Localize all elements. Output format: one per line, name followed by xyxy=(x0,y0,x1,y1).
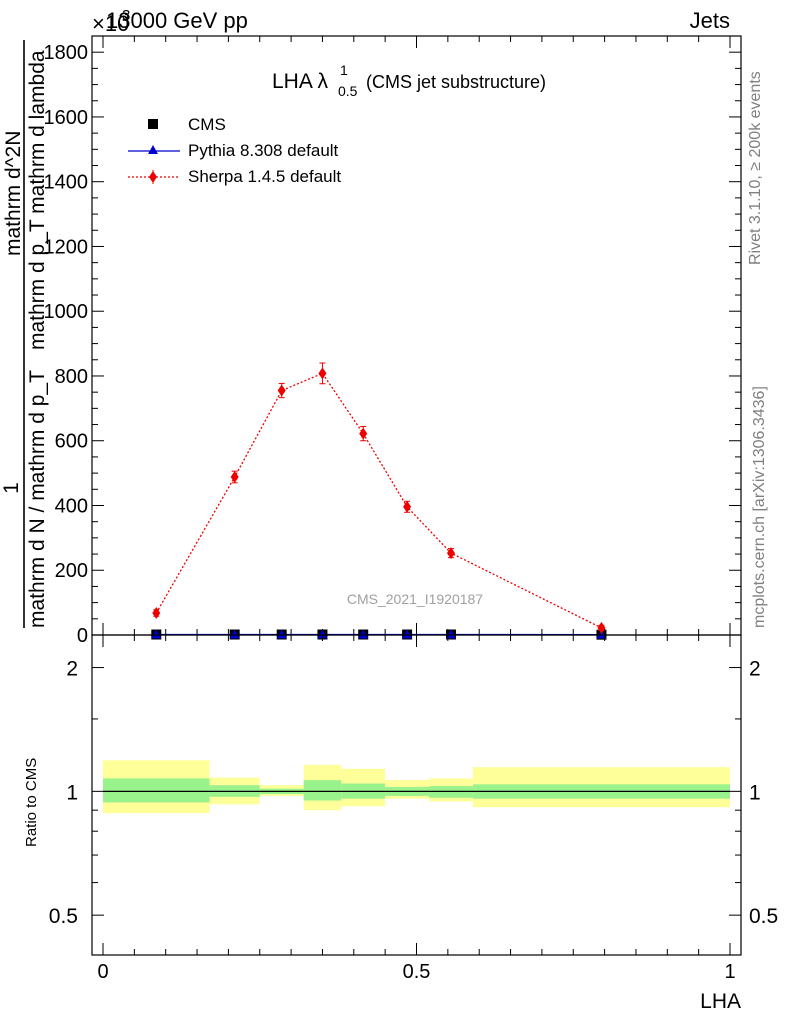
exponent-label: ×10 xyxy=(92,11,129,36)
x-axis-label: LHA xyxy=(700,990,741,1013)
analysis-watermark: CMS_2021_I1920187 xyxy=(347,591,483,607)
title-main: LHA λ xyxy=(272,70,329,93)
ratio-band-inner xyxy=(103,778,210,803)
pythia-data-point xyxy=(358,629,369,639)
pythia-data-point xyxy=(151,629,162,639)
legend-label: Sherpa 1.4.5 default xyxy=(188,167,341,186)
ratio-ytick-label-right: 0.5 xyxy=(749,905,778,928)
title-superscript: 1 xyxy=(340,62,348,78)
sherpa-data-point xyxy=(318,367,327,380)
legend: CMS Pythia 8.308 default Sherpa 1.4.5 de… xyxy=(128,115,341,186)
sherpa-data-point xyxy=(152,606,161,619)
main-ytick-label: 0 xyxy=(77,625,88,647)
legend-marker-triangle xyxy=(148,145,158,154)
ratio-xtick-label: 0 xyxy=(97,961,108,983)
legend-entry-pythia: Pythia 8.308 default xyxy=(128,141,339,160)
rivet-label: Rivet 3.1.10, ≥ 200k events xyxy=(747,71,764,265)
mcplots-label: mcplots.cern.ch [arXiv:1306.3436] xyxy=(751,386,768,628)
ratio-xtick-label: 0.5 xyxy=(403,961,431,983)
legend-marker-square xyxy=(148,119,158,129)
pythia-data-point xyxy=(317,629,328,639)
ratio-bands-layer xyxy=(103,760,730,814)
pythia-data-point xyxy=(402,629,413,639)
ylabel-numerator: 1 xyxy=(0,482,23,494)
ylabel-denominator: mathrm d N / mathrm d p_T xyxy=(26,370,49,628)
legend-entry-sherpa: Sherpa 1.4.5 default xyxy=(128,167,341,186)
ratio-x-axis: 0 0.5 1 xyxy=(97,635,736,983)
ratio-xtick-label: 1 xyxy=(724,961,735,983)
ratio-y-axis: 0.5 0.5 1 1 2 2 xyxy=(49,658,778,929)
pythia-data-point xyxy=(596,629,607,639)
main-y-axis: 0 200 400 600 800 1000 1200 1400 1600 1800 xyxy=(44,35,741,647)
plot-title: LHA λ 1 0.5 (CMS jet substructure) xyxy=(272,62,546,99)
ratio-band-inner xyxy=(303,780,342,801)
ratio-y-axis-label: Ratio to CMS xyxy=(23,758,40,847)
legend-label: CMS xyxy=(188,115,226,134)
exponent-power: 3 xyxy=(122,7,130,24)
ratio-ytick-label: 1 xyxy=(66,781,78,804)
title-subscript: 0.5 xyxy=(338,83,358,99)
energy-label: 13000 GeV pp xyxy=(106,8,248,33)
process-label: Jets xyxy=(690,8,730,33)
main-y-axis-label: 1 mathrm d N / mathrm d p_T mathrm d^2N … xyxy=(0,40,49,628)
sherpa-data-point xyxy=(446,547,455,560)
sherpa-data-point xyxy=(277,384,286,397)
sherpa-series-line xyxy=(155,372,602,629)
main-ytick-label: 1200 xyxy=(44,236,89,258)
pythia-data-point xyxy=(276,629,287,639)
main-ytick-label: 600 xyxy=(55,431,88,453)
ratio-ytick-label-right: 1 xyxy=(749,781,761,804)
legend-marker-diamond xyxy=(149,171,157,183)
ylabel-inner-numerator: mathrm d^2N xyxy=(2,131,25,256)
ratio-ytick-label: 2 xyxy=(66,658,78,681)
ratio-ytick-label-right: 2 xyxy=(749,658,761,681)
main-ytick-label: 200 xyxy=(55,560,88,582)
main-ytick-label: 1400 xyxy=(44,172,89,194)
sherpa-data-point xyxy=(230,470,239,483)
pythia-data-point xyxy=(445,629,456,639)
legend-entry-cms: CMS xyxy=(148,115,226,134)
sherpa-data-point xyxy=(359,427,368,440)
main-ytick-label: 400 xyxy=(55,495,88,517)
title-suffix: (CMS jet substructure) xyxy=(366,72,546,92)
main-ytick-label: 800 xyxy=(55,366,88,388)
main-ytick-label: 1600 xyxy=(44,107,89,129)
legend-label: Pythia 8.308 default xyxy=(188,141,339,160)
main-ytick-label: 1000 xyxy=(44,301,89,323)
sherpa-data-point xyxy=(403,500,412,513)
sherpa-data-point xyxy=(597,621,606,634)
main-ytick-label: 1800 xyxy=(44,42,89,64)
ratio-ytick-label: 0.5 xyxy=(49,905,78,928)
ylabel-inner-denominator: mathrm d p_T mathrm d lambda xyxy=(26,50,49,350)
pythia-data-point xyxy=(229,629,240,639)
